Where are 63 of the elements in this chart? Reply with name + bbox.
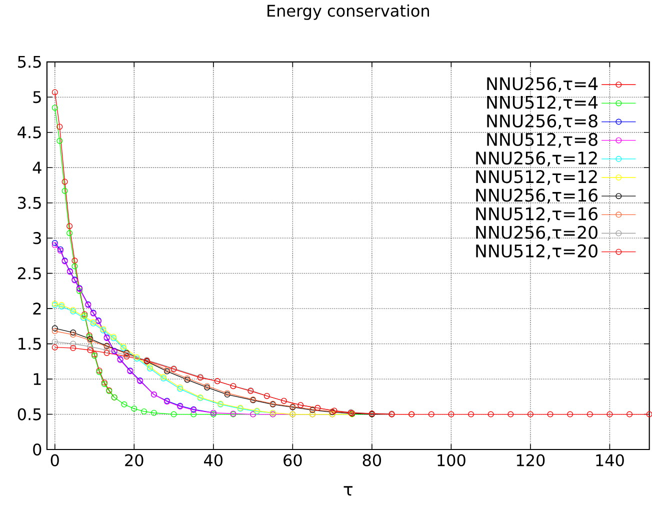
y-tick-label: 0 bbox=[33, 443, 42, 456]
y-tick-label: 2.5 bbox=[18, 267, 41, 280]
x-tick-label: 0 bbox=[50, 454, 59, 466]
x-tick-label: 100 bbox=[438, 454, 466, 466]
x-axis-title: τ bbox=[344, 486, 353, 496]
point bbox=[66, 230, 73, 236]
point bbox=[626, 411, 633, 418]
point bbox=[72, 263, 78, 270]
point bbox=[56, 138, 63, 144]
legend-label: NNU512,τ=8 bbox=[487, 132, 598, 148]
legend-label: NNU256,τ=4 bbox=[487, 76, 598, 92]
point bbox=[468, 411, 474, 418]
point bbox=[606, 411, 613, 418]
legend-label: NNU256,τ=12 bbox=[476, 151, 597, 166]
point bbox=[121, 401, 128, 408]
legend-label: NNU256,τ=8 bbox=[487, 114, 598, 129]
x-tick-label: 40 bbox=[204, 454, 223, 466]
point bbox=[170, 411, 177, 418]
y-tick-label: 1.5 bbox=[18, 338, 41, 350]
legend-label: NNU512,τ=12 bbox=[476, 170, 597, 185]
point bbox=[508, 411, 514, 418]
y-tick-label: 4.5 bbox=[18, 126, 41, 138]
x-tick-label: 60 bbox=[284, 454, 302, 466]
y-tick-label: 3 bbox=[33, 232, 41, 244]
y-tick-label: 4 bbox=[32, 162, 42, 174]
point bbox=[62, 188, 68, 194]
point bbox=[70, 344, 76, 351]
point bbox=[104, 350, 110, 356]
point bbox=[62, 178, 68, 184]
y-tick-label: 5.5 bbox=[18, 56, 41, 68]
legend-label: NNU512,τ=16 bbox=[476, 207, 598, 222]
y-tick-label: 3.5 bbox=[18, 196, 41, 209]
x-tick-label: 20 bbox=[125, 454, 144, 466]
legend-label: NNU512,τ=4 bbox=[487, 96, 598, 110]
point bbox=[72, 257, 78, 264]
point bbox=[488, 411, 494, 418]
point bbox=[527, 411, 534, 418]
x-tick-label: 120 bbox=[516, 454, 545, 466]
x-tick-label: 140 bbox=[596, 454, 624, 466]
point bbox=[56, 124, 63, 130]
point bbox=[87, 343, 94, 350]
y-tick-label: 2 bbox=[33, 302, 41, 314]
y-tick-label: 0.5 bbox=[18, 408, 41, 420]
y-tick-label: 1 bbox=[34, 372, 41, 385]
point bbox=[190, 411, 197, 418]
point bbox=[141, 408, 148, 414]
point bbox=[87, 346, 94, 353]
x-tick-label: 80 bbox=[362, 454, 382, 466]
legend-label: NNU256,τ=20 bbox=[476, 226, 598, 240]
legend-label: NNU512,τ=20 bbox=[476, 244, 598, 260]
point bbox=[150, 410, 157, 416]
legend-label: NNU256,τ=16 bbox=[476, 188, 598, 204]
y-tick-label: 5 bbox=[33, 90, 41, 103]
point bbox=[428, 411, 434, 418]
chart-title: Energy conservation bbox=[268, 4, 429, 20]
point bbox=[586, 411, 593, 418]
point bbox=[66, 222, 73, 229]
point bbox=[104, 346, 110, 353]
point bbox=[567, 411, 574, 418]
point bbox=[70, 340, 76, 347]
point bbox=[448, 411, 454, 418]
point bbox=[547, 411, 554, 418]
point bbox=[131, 405, 138, 412]
